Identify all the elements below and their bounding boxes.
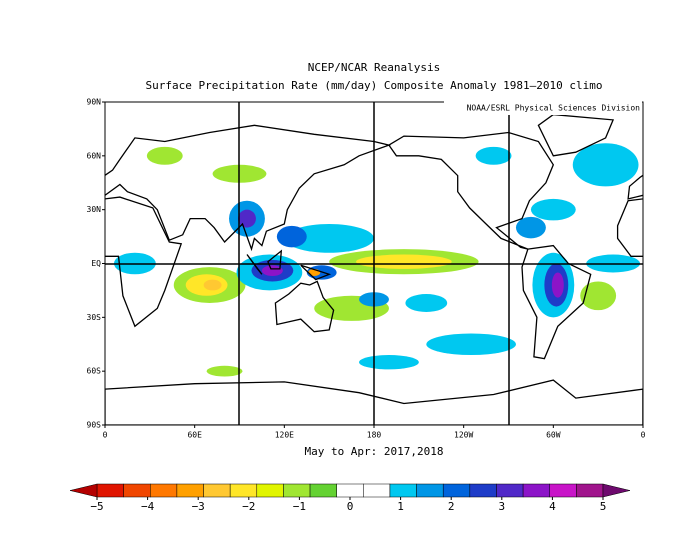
colorbar-tick-label: 0 [347,500,354,513]
colorbar-segment [522,483,550,498]
colorbar-segment [150,483,178,498]
coastlines [105,113,643,425]
anomaly-area [276,225,307,248]
coastline [537,113,615,157]
anomaly-area [551,272,564,298]
lon-label: 120E [275,431,294,440]
colorbar-segment [123,483,151,498]
colorbar-segment [336,483,364,498]
anomaly-area [359,355,419,370]
credit: NOAA/ESRL Physical Sciences Division [467,104,641,113]
colorbar-segment [283,483,311,498]
lat-label: 30N [87,205,102,214]
lat-label: EQ [91,259,101,268]
anomaly-area [203,279,222,291]
colorbar-under [69,483,98,498]
lat-label: 90N [87,98,102,107]
anomaly-area [284,224,374,253]
colorbar-tick-label: 1 [397,500,404,513]
subtitle: Surface Precipitation Rate (mm/day) Comp… [146,79,603,92]
coastline [105,379,643,425]
title: NCEP/NCAR Reanalysis [308,61,440,74]
anomaly-area [356,254,452,269]
anomaly-area [426,333,516,356]
coastline [300,264,332,281]
lon-label: 0 [641,431,646,440]
credit-box [444,101,642,115]
colorbar-segment [576,483,604,498]
lat-label: 90S [87,421,102,430]
coastline [521,244,592,360]
anomaly-area [515,216,546,239]
colorbar-tick-label: −5 [90,500,103,513]
colorbar-segment [496,483,524,498]
colorbar-segment [416,483,444,498]
colorbar-segment [549,483,577,498]
colorbar-tick-label: 3 [498,500,505,513]
coastline [105,124,392,252]
lat-label: 60N [87,151,102,160]
colorbar-tick-label: −4 [141,500,155,513]
map [105,102,643,425]
anomaly-area [530,198,576,221]
colorbar-tick-label: 4 [549,500,556,513]
coastline [274,280,335,333]
lat-label: 30S [87,313,102,322]
coastline [616,198,643,257]
coastline [105,196,183,328]
period-label: May to Apr: 2017,2018 [304,445,443,458]
colorbar-segment [469,483,497,498]
anomaly-area [261,265,283,277]
colorbar-segment [389,483,417,498]
colorbar-over [602,483,631,498]
coastline [267,249,283,270]
colorbar: −5 −4 −3 −2 −1 0 1 2 3 4 5 [69,483,631,513]
colorbar-segment [363,483,391,498]
lon-label: 0 [103,431,108,440]
anomaly-area [146,146,183,165]
colorbar-tick-label: −1 [293,500,306,513]
colorbar-segment [176,483,204,498]
lon-label: 180 [367,431,382,440]
lon-label: 60W [546,431,561,440]
colorbar-tick-label: −3 [192,500,205,513]
coastline [387,131,555,250]
lon-label: 60E [187,431,202,440]
colorbar-segment [256,483,284,498]
colorbar-segment [309,483,337,498]
colorbar-tick-label: 2 [448,500,455,513]
colorbar-segment [229,483,258,498]
colorbar-segment [442,483,471,498]
lon-label: 120W [454,431,473,440]
colorbar-segment [96,483,124,498]
reference-lines [105,102,643,425]
anomaly-area [405,294,448,312]
colorbar-segment [203,483,231,498]
anomaly-area [206,365,243,377]
colorbar-tick-label: −2 [242,500,255,513]
lat-label: 60S [87,367,102,376]
colorbar-tick-label: 5 [600,500,607,513]
anomaly-area [475,146,512,165]
anomaly-area [572,143,639,187]
anomaly-area [580,281,617,311]
